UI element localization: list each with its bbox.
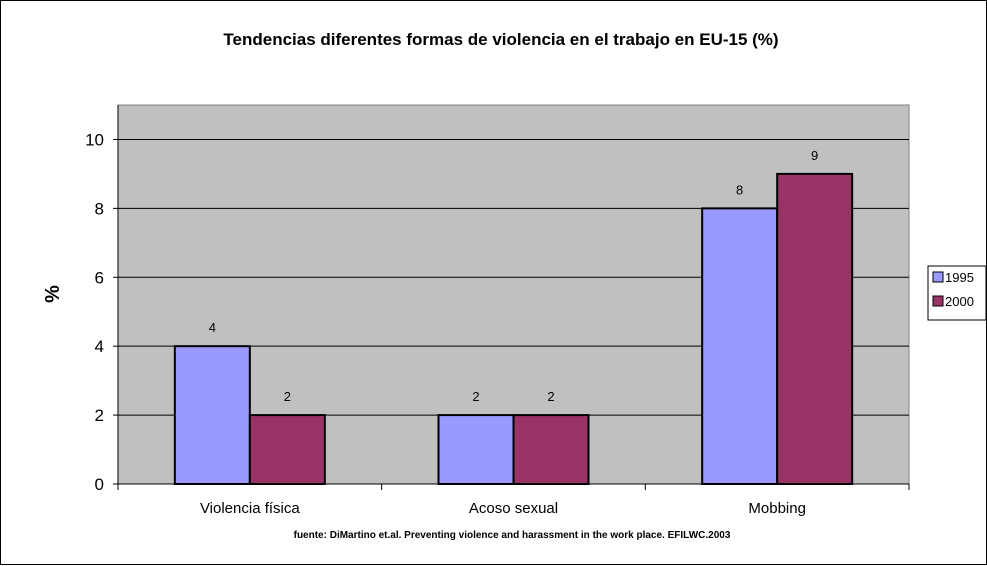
- bar-2000-2: [512, 414, 590, 485]
- data-label: 8: [736, 182, 743, 197]
- y-tick-label: 4: [95, 337, 104, 356]
- y-tick-label: 8: [95, 199, 104, 218]
- data-label: 2: [547, 389, 554, 404]
- axes: 0 2 4 6 8 10 Violencia física Acoso sexual Mobbi…: [85, 105, 910, 517]
- bar-1995-2: [437, 414, 515, 485]
- legend-swatch-1995: [932, 271, 944, 283]
- chart-title: Tendencias diferentes formas de violenci…: [223, 30, 778, 49]
- data-label: 2: [472, 389, 479, 404]
- y-tick-label: 10: [85, 130, 104, 149]
- data-label: 2: [284, 389, 291, 404]
- legend: 1995 2000: [927, 265, 987, 321]
- legend-label: 2000: [945, 294, 974, 309]
- x-category-label: Violencia física: [200, 500, 300, 517]
- legend-swatch-2000: [932, 295, 944, 307]
- bar-2000-1: [248, 414, 326, 485]
- bar-1995-3: [701, 207, 779, 485]
- y-tick-label: 0: [95, 475, 104, 494]
- y-tick-label: 6: [95, 268, 104, 287]
- data-label: 9: [811, 148, 818, 163]
- bar-1995-1: [173, 345, 251, 485]
- data-labels: 4 2 2 2 8 9: [209, 148, 819, 404]
- bar-2000-3: [776, 172, 854, 485]
- data-label: 4: [209, 320, 216, 335]
- source-note: fuente: DiMartino et.al. Preventing viol…: [294, 530, 731, 541]
- y-axis-label: %: [42, 285, 64, 303]
- x-category-label: Acoso sexual: [469, 500, 558, 517]
- bars: [173, 172, 854, 485]
- y-tick-label: 2: [95, 406, 104, 425]
- legend-label: 1995: [945, 270, 974, 285]
- x-category-label: Mobbing: [748, 500, 806, 517]
